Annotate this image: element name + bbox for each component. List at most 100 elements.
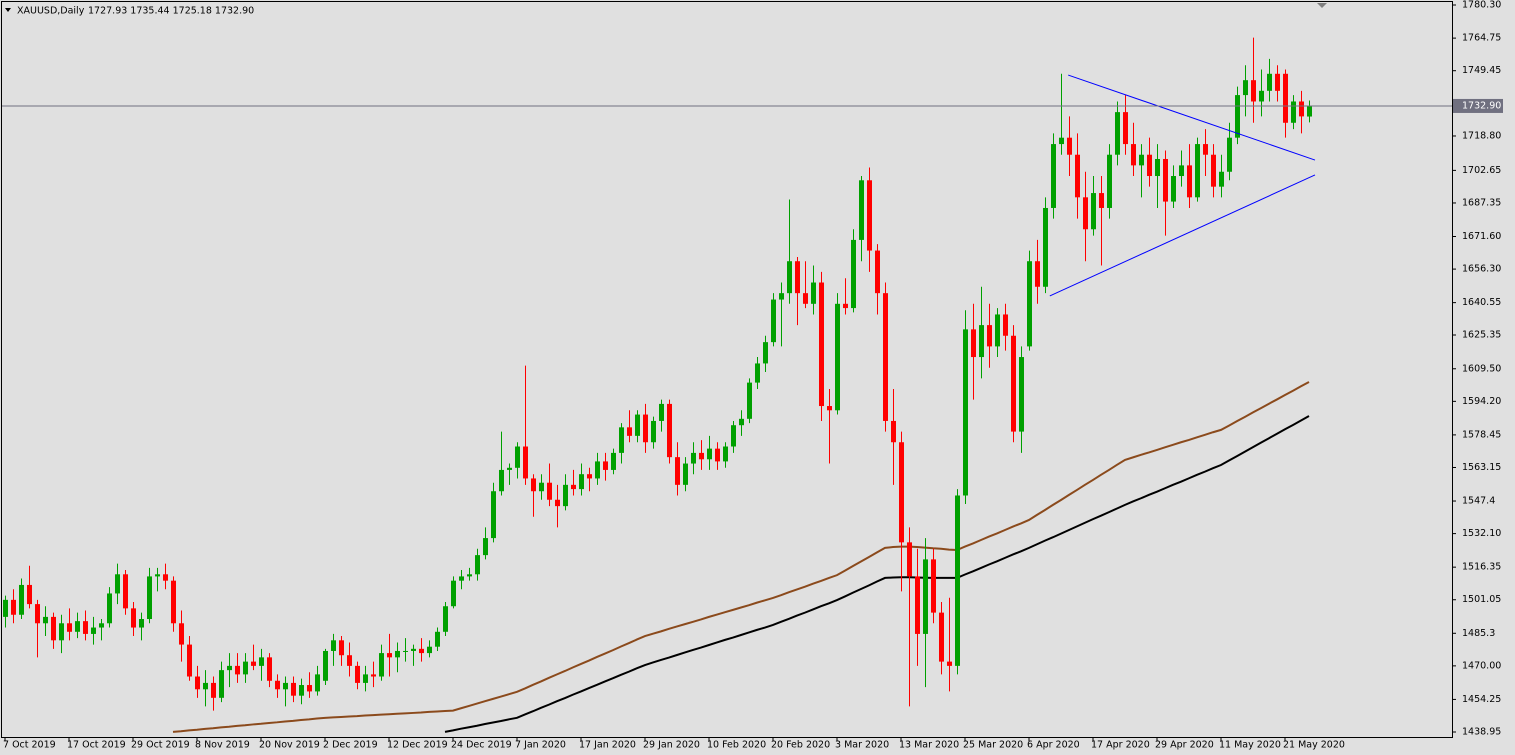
- candle-body: [51, 616, 56, 641]
- candle-body: [1051, 144, 1056, 208]
- candle-body: [683, 463, 688, 485]
- candle-body: [3, 599, 8, 617]
- candle-body: [19, 584, 24, 615]
- candle-body: [379, 653, 384, 677]
- candle-body: [955, 495, 960, 666]
- candle-body: [1075, 154, 1080, 198]
- candle-body: [1139, 154, 1144, 166]
- candle-body: [843, 303, 848, 309]
- candle-body: [43, 616, 48, 624]
- candle-body: [907, 542, 912, 577]
- x-tick-label: 17 Oct 2019: [67, 740, 126, 751]
- candle-body: [931, 559, 936, 613]
- candle-body: [1035, 261, 1040, 287]
- candle-body: [107, 593, 112, 624]
- y-tick-label: 1501.05: [1462, 594, 1501, 605]
- candle-body: [747, 382, 752, 419]
- candle-body: [283, 682, 288, 690]
- candle-body: [235, 665, 240, 675]
- candle-body: [419, 648, 424, 654]
- candle-body: [307, 685, 312, 692]
- moving-average: [444, 415, 1310, 733]
- candle-body: [1115, 112, 1120, 155]
- y-tick-label: 1640.55: [1462, 297, 1501, 308]
- candle-body: [1283, 73, 1288, 123]
- candle-body: [835, 303, 840, 411]
- candle-body: [1059, 137, 1064, 145]
- candle-body: [1019, 357, 1024, 432]
- x-tick-label: 17 Jan 2020: [579, 740, 636, 751]
- candle-body: [459, 576, 464, 581]
- candle-body: [1107, 154, 1112, 208]
- candle-body: [443, 606, 448, 632]
- candle-body: [211, 682, 216, 698]
- candle-body: [515, 446, 520, 468]
- y-tick-label: 1780.30: [1462, 0, 1501, 11]
- y-tick-label: 1656.30: [1462, 264, 1501, 275]
- candle-body: [787, 261, 792, 294]
- candle-body: [819, 282, 824, 407]
- candle-body: [115, 574, 120, 594]
- candle-body: [659, 403, 664, 421]
- candle-body: [675, 457, 680, 485]
- candle-body: [243, 661, 248, 675]
- x-tick-label: 24 Dec 2019: [451, 740, 512, 751]
- candle-body: [1219, 171, 1224, 187]
- candle-body: [603, 461, 608, 470]
- candle-body: [739, 418, 744, 426]
- candle-body: [491, 491, 496, 539]
- candle-body: [1251, 80, 1256, 102]
- candle-body: [643, 414, 648, 443]
- candle-body: [579, 474, 584, 490]
- x-tick-label: 11 May 2020: [1219, 740, 1281, 751]
- candle-body: [563, 484, 568, 507]
- candle-body: [1003, 314, 1008, 336]
- candle-body: [347, 655, 352, 666]
- y-tick-label: 1563.15: [1462, 462, 1501, 473]
- candle-body: [987, 325, 992, 347]
- candle-body: [27, 584, 32, 605]
- candle-body: [1123, 112, 1128, 145]
- candle-body: [979, 325, 984, 358]
- menu-icon: [5, 8, 11, 12]
- x-tick-label: 17 Apr 2020: [1091, 740, 1150, 751]
- candle-body: [1179, 165, 1184, 177]
- candle-body: [1011, 335, 1016, 432]
- candle-body: [547, 482, 552, 500]
- y-tick-label: 1532.10: [1462, 528, 1501, 539]
- candle-body: [1211, 154, 1216, 187]
- candle-body: [587, 474, 592, 479]
- candle-body: [619, 427, 624, 453]
- candle-body: [755, 363, 760, 383]
- candle-body: [691, 452, 696, 464]
- candle-body: [339, 640, 344, 656]
- candle-body: [219, 670, 224, 698]
- candle-body: [435, 631, 440, 647]
- y-tick-label: 1749.45: [1462, 65, 1501, 76]
- candle-body: [611, 452, 616, 470]
- candle-body: [1131, 144, 1136, 166]
- candle-body: [179, 623, 184, 645]
- candle-body: [1099, 193, 1104, 208]
- candle-body: [331, 640, 336, 651]
- candle-body: [363, 674, 368, 683]
- candle-body: [75, 621, 80, 632]
- y-tick-label: 1609.50: [1462, 363, 1501, 374]
- x-tick-label: 20 Nov 2019: [259, 740, 320, 751]
- candle-body: [499, 469, 504, 492]
- candle-body: [1307, 105, 1312, 117]
- candle-body: [1299, 101, 1304, 117]
- candle-body: [1291, 101, 1296, 123]
- x-tick-label: 7 Oct 2019: [3, 740, 56, 751]
- x-tick-label: 25 Mar 2020: [963, 740, 1023, 751]
- candle-body: [867, 180, 872, 251]
- candle-body: [595, 461, 600, 479]
- candle-body: [883, 293, 888, 421]
- candle-body: [555, 499, 560, 507]
- candle-body: [811, 282, 816, 304]
- candle-body: [1083, 197, 1088, 230]
- candle-body: [1091, 193, 1096, 230]
- candle-body: [1067, 137, 1072, 155]
- candle-body: [163, 574, 168, 581]
